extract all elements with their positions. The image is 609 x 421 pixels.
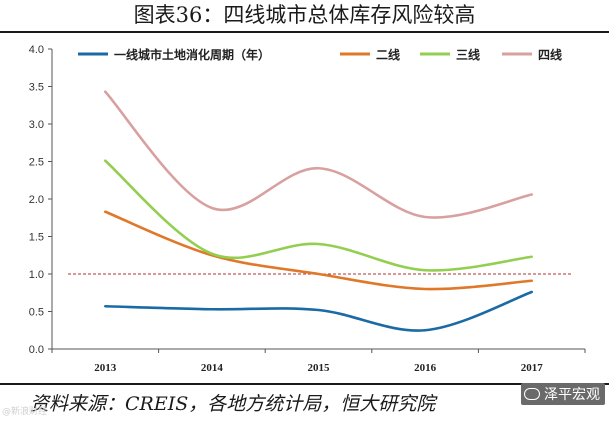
legend-label-2: 三线 bbox=[456, 47, 480, 62]
watermark-text: 泽平宏观 bbox=[544, 387, 600, 403]
series-line-0 bbox=[104, 290, 533, 332]
series-line-1 bbox=[104, 210, 533, 291]
y-tick-label: 1.5 bbox=[29, 232, 44, 244]
page-title: 图表36：四线城市总体库存风险较高 bbox=[133, 3, 476, 27]
x-tick-label: 2015 bbox=[308, 362, 331, 374]
legend-label-1: 二线 bbox=[376, 47, 400, 62]
x-tick-label: 2013 bbox=[94, 362, 117, 374]
series-line-2 bbox=[104, 159, 533, 272]
y-tick-label: 4.0 bbox=[29, 44, 44, 56]
line-chart: 0.0 0.5 1.0 1.5 2.0 2.5 3.0 3.5 4.0 2013 2014 2015 2… bbox=[29, 44, 586, 374]
watermark-corner: @新浪财经 bbox=[2, 407, 48, 417]
y-tick-label: 0.5 bbox=[29, 307, 44, 319]
y-tick-label: 0.0 bbox=[29, 344, 44, 356]
title-divider bbox=[0, 31, 609, 33]
y-tick-label: 2.5 bbox=[29, 157, 44, 169]
x-tick-label: 2014 bbox=[201, 362, 224, 374]
x-tick-label: 2016 bbox=[414, 362, 437, 374]
chat-bubble-icon bbox=[524, 388, 540, 400]
series-line-3 bbox=[104, 90, 533, 219]
legend-label-3: 四线 bbox=[538, 47, 562, 62]
y-tick-label: 2.0 bbox=[29, 194, 44, 206]
y-tick-label: 3.5 bbox=[29, 82, 44, 94]
legend-label-0: 一线城市土地消化周期（年） bbox=[114, 47, 270, 62]
y-tick-label: 3.0 bbox=[29, 119, 44, 131]
source-divider bbox=[0, 383, 609, 385]
x-tick-label: 2017 bbox=[521, 362, 544, 374]
y-tick-label: 1.0 bbox=[29, 269, 44, 281]
watermark-badge: 泽平宏观 bbox=[521, 383, 605, 405]
source-note: 资料来源：CREIS，各地方统计局，恒大研究院 bbox=[30, 393, 436, 415]
